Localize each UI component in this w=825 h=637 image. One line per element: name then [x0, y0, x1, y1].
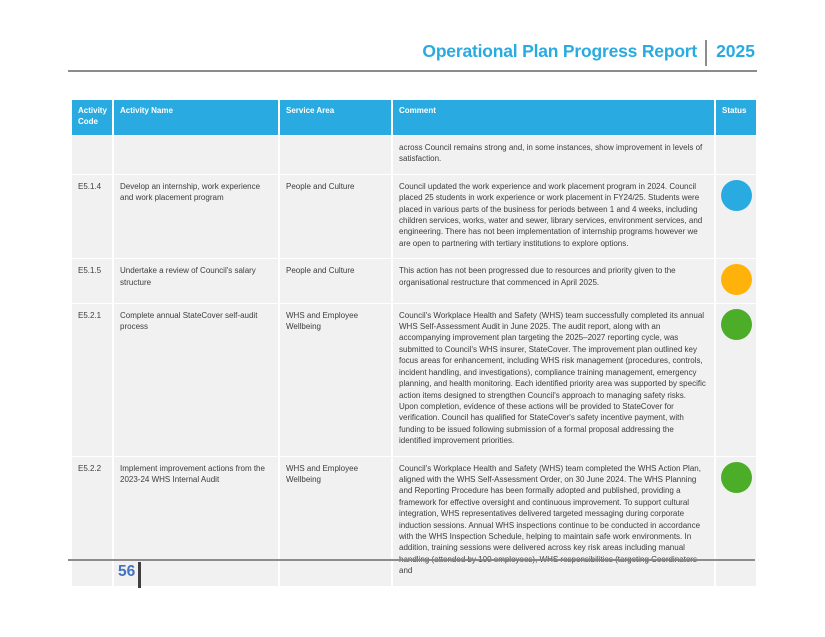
header-year: 2025 — [716, 40, 755, 61]
cell-comment: Council's Workplace Health and Safety (W… — [392, 455, 716, 586]
column-header-status: Status — [715, 100, 756, 136]
table-row: E5.1.5 Undertake a review of Council's s… — [72, 258, 756, 304]
cell-comment: across Council remains strong and, in so… — [392, 135, 716, 175]
cell-activity-code — [72, 135, 114, 175]
page-header: Operational Plan Progress Report 2025 — [68, 38, 757, 72]
cell-status — [715, 135, 756, 175]
cell-comment: Council updated the work experience and … — [392, 173, 716, 259]
table-row: E5.2.1 Complete annual StateCover self-a… — [72, 302, 756, 457]
column-header-activity-name: Activity Name — [113, 100, 280, 136]
cell-comment: This action has not been progressed due … — [392, 258, 716, 304]
footer-rule — [68, 559, 755, 561]
cell-activity-code: E5.1.4 — [72, 173, 114, 259]
page-title: Operational Plan Progress Report — [422, 40, 698, 61]
cell-activity-code: E5.1.5 — [72, 258, 114, 304]
cell-status — [715, 258, 756, 304]
header-divider — [705, 40, 708, 66]
cell-service-area: People and Culture — [279, 173, 393, 259]
page-number: 56 — [118, 563, 136, 580]
cell-activity-name — [113, 135, 280, 175]
status-indicator-icon — [720, 264, 752, 296]
cell-comment: Council's Workplace Health and Safety (W… — [392, 302, 716, 457]
status-indicator-icon — [720, 308, 752, 340]
cell-status — [715, 173, 756, 259]
column-header-activity-code: Activity Code — [72, 100, 114, 136]
cell-service-area: WHS and Employee Wellbeing — [279, 455, 393, 586]
cell-activity-name: Undertake a review of Council's salary s… — [113, 258, 280, 304]
footer: 56 — [118, 562, 141, 588]
cell-service-area — [279, 135, 393, 175]
table-row: E5.1.4 Develop an internship, work exper… — [72, 173, 756, 259]
status-indicator-icon — [720, 179, 752, 211]
cell-activity-name: Implement improvement actions from the 2… — [113, 455, 280, 586]
footer-bar — [138, 562, 141, 588]
cell-activity-code: E5.2.1 — [72, 302, 114, 457]
cell-activity-name: Complete annual StateCover self-audit pr… — [113, 302, 280, 457]
cell-service-area: WHS and Employee Wellbeing — [279, 302, 393, 457]
progress-report-table: Activity Code Activity Name Service Area… — [72, 100, 756, 586]
cell-service-area: People and Culture — [279, 258, 393, 304]
cell-activity-name: Develop an internship, work experience a… — [113, 173, 280, 259]
column-header-service-area: Service Area — [279, 100, 393, 136]
cell-status — [715, 302, 756, 457]
cell-activity-code: E5.2.2 — [72, 455, 114, 586]
column-header-comment: Comment — [392, 100, 716, 136]
cell-status — [715, 455, 756, 586]
table-row: across Council remains strong and, in so… — [72, 135, 756, 175]
table-header-row: Activity Code Activity Name Service Area… — [72, 100, 756, 136]
table-row: E5.2.2 Implement improvement actions fro… — [72, 455, 756, 586]
status-indicator-icon — [720, 461, 752, 493]
